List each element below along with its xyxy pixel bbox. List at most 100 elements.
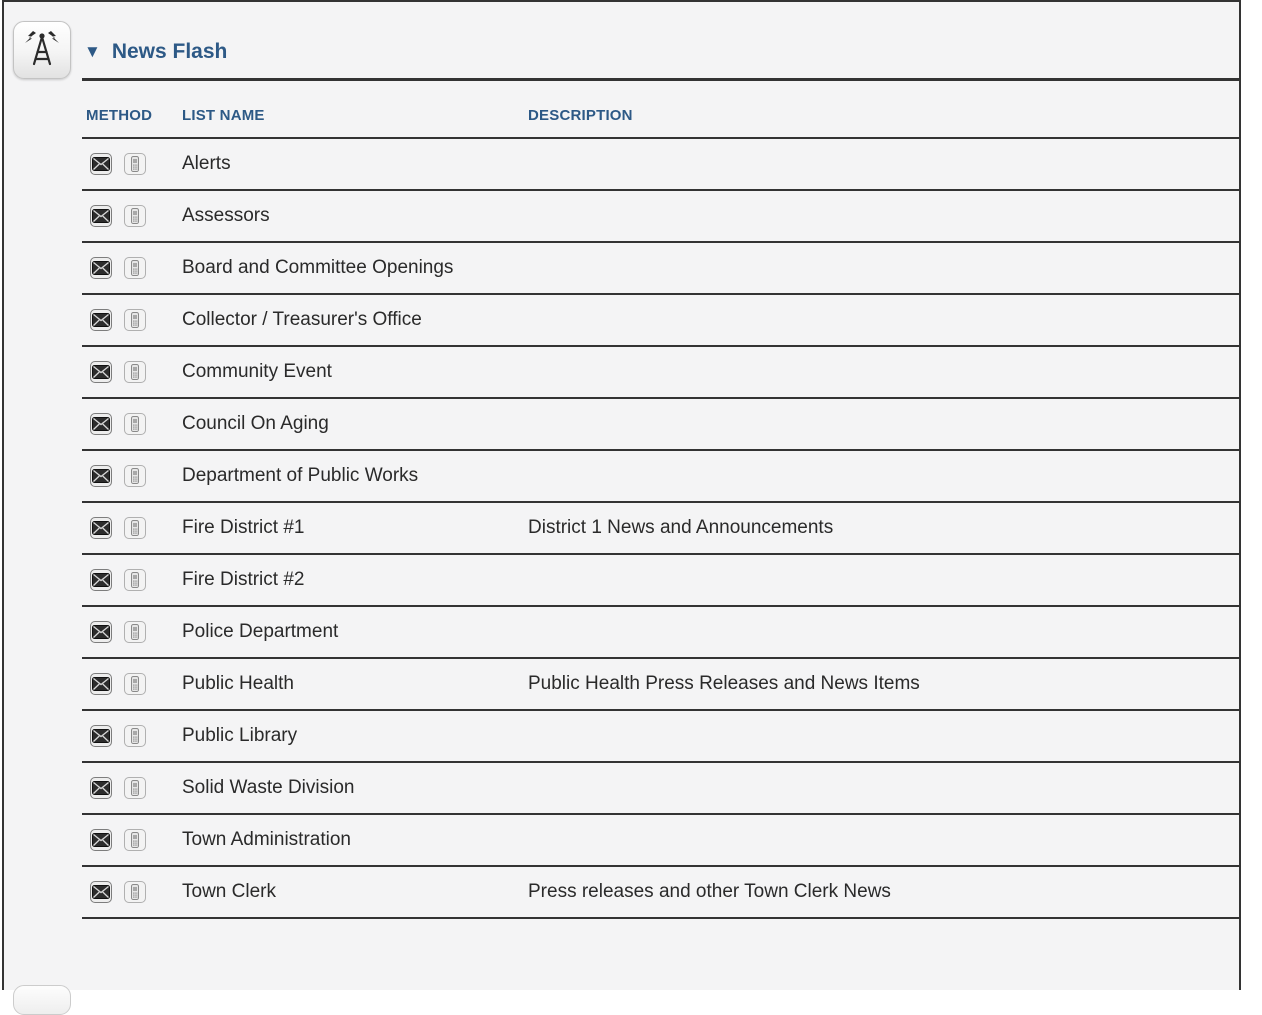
sms-subscribe-button[interactable] (124, 309, 147, 331)
list-name: Public Library (182, 725, 298, 746)
section-divider (82, 78, 1239, 81)
email-icon (90, 205, 112, 227)
list-name: Collector / Treasurer's Office (182, 309, 422, 330)
email-subscribe-button[interactable] (90, 881, 112, 903)
phone-icon (124, 465, 147, 487)
email-subscribe-button[interactable] (90, 465, 112, 487)
list-name: Police Department (182, 621, 339, 642)
list-name: Alerts (182, 153, 231, 174)
sms-subscribe-button[interactable] (124, 621, 147, 643)
table-row: Assessors (82, 190, 1239, 243)
email-icon (90, 673, 112, 695)
email-icon (90, 257, 112, 279)
email-subscribe-button[interactable] (90, 517, 112, 539)
email-icon (90, 569, 112, 591)
sms-subscribe-button[interactable] (124, 881, 147, 903)
phone-icon (124, 673, 147, 695)
list-name: Fire District #2 (182, 569, 305, 590)
table-row: Community Event (82, 346, 1239, 399)
email-subscribe-button[interactable] (90, 413, 112, 435)
table-row: Public Library (82, 710, 1239, 763)
phone-icon (124, 153, 147, 175)
email-subscribe-button[interactable] (90, 829, 112, 851)
sms-subscribe-button[interactable] (124, 205, 147, 227)
list-name: Community Event (182, 361, 332, 382)
email-icon (90, 361, 112, 383)
table-row: Town Clerk Press releases and other Town… (82, 866, 1239, 919)
table-row: Fire District #1 District 1 News and Ann… (82, 502, 1239, 555)
sms-subscribe-button[interactable] (124, 413, 147, 435)
column-header-list-name: LIST NAME (178, 107, 524, 139)
sms-subscribe-button[interactable] (124, 361, 147, 383)
email-subscribe-button[interactable] (90, 309, 112, 331)
table-header-row: METHOD LIST NAME DESCRIPTION (82, 107, 1239, 139)
list-name: Town Administration (182, 829, 351, 850)
sms-subscribe-button[interactable] (124, 673, 147, 695)
email-icon (90, 777, 112, 799)
list-name: Council On Aging (182, 413, 329, 434)
email-subscribe-button[interactable] (90, 725, 112, 747)
email-subscribe-button[interactable] (90, 361, 112, 383)
phone-icon (124, 361, 147, 383)
email-subscribe-button[interactable] (90, 205, 112, 227)
email-icon (90, 881, 112, 903)
email-subscribe-button[interactable] (90, 621, 112, 643)
list-name: Public Health (182, 673, 294, 694)
phone-icon (124, 621, 147, 643)
column-header-description: DESCRIPTION (524, 107, 1239, 139)
phone-icon (124, 517, 147, 539)
sms-subscribe-button[interactable] (124, 829, 147, 851)
phone-icon (124, 205, 147, 227)
phone-icon (124, 413, 147, 435)
email-icon (90, 829, 112, 851)
list-name: Solid Waste Division (182, 777, 355, 798)
list-description: District 1 News and Announcements (528, 517, 834, 538)
list-name: Assessors (182, 205, 270, 226)
collapse-triangle-icon[interactable]: ▼ (84, 42, 101, 61)
email-icon (90, 153, 112, 175)
sms-subscribe-button[interactable] (124, 153, 147, 175)
email-subscribe-button[interactable] (90, 257, 112, 279)
phone-icon (124, 569, 147, 591)
table-row: Town Administration (82, 814, 1239, 867)
phone-icon (124, 829, 147, 851)
email-icon (90, 413, 112, 435)
table-row: Public Health Public Health Press Releas… (82, 658, 1239, 711)
email-icon (90, 465, 112, 487)
list-description: Press releases and other Town Clerk News (528, 881, 891, 902)
sms-subscribe-button[interactable] (124, 777, 147, 799)
table-row: Collector / Treasurer's Office (82, 294, 1239, 347)
table-row: Department of Public Works (82, 450, 1239, 503)
table-row: Fire District #2 (82, 554, 1239, 607)
broadcast-tower-icon (20, 26, 64, 75)
column-header-method: METHOD (82, 107, 178, 139)
email-icon (90, 517, 112, 539)
email-subscribe-button[interactable] (90, 569, 112, 591)
table-row: Police Department (82, 606, 1239, 659)
table-row: Council On Aging (82, 398, 1239, 451)
list-name: Board and Committee Openings (182, 257, 454, 278)
table-row: Solid Waste Division (82, 762, 1239, 815)
list-name: Fire District #1 (182, 517, 305, 538)
phone-icon (124, 257, 147, 279)
table-row: Board and Committee Openings (82, 242, 1239, 295)
email-subscribe-button[interactable] (90, 777, 112, 799)
subscription-list-table: METHOD LIST NAME DESCRIPTION (82, 107, 1239, 919)
email-icon (90, 725, 112, 747)
list-description: Public Health Press Releases and News It… (528, 673, 920, 694)
sms-subscribe-button[interactable] (124, 465, 147, 487)
section-header: ▼ News Flash (84, 38, 1239, 66)
email-subscribe-button[interactable] (90, 673, 112, 695)
section-title[interactable]: News Flash (111, 40, 228, 63)
phone-icon (124, 777, 147, 799)
list-name: Town Clerk (182, 881, 276, 902)
news-flash-section-icon-button[interactable] (13, 21, 71, 79)
sms-subscribe-button[interactable] (124, 517, 147, 539)
phone-icon (124, 309, 147, 331)
sms-subscribe-button[interactable] (124, 725, 147, 747)
phone-icon (124, 881, 147, 903)
sms-subscribe-button[interactable] (124, 257, 147, 279)
sms-subscribe-button[interactable] (124, 569, 147, 591)
email-subscribe-button[interactable] (90, 153, 112, 175)
